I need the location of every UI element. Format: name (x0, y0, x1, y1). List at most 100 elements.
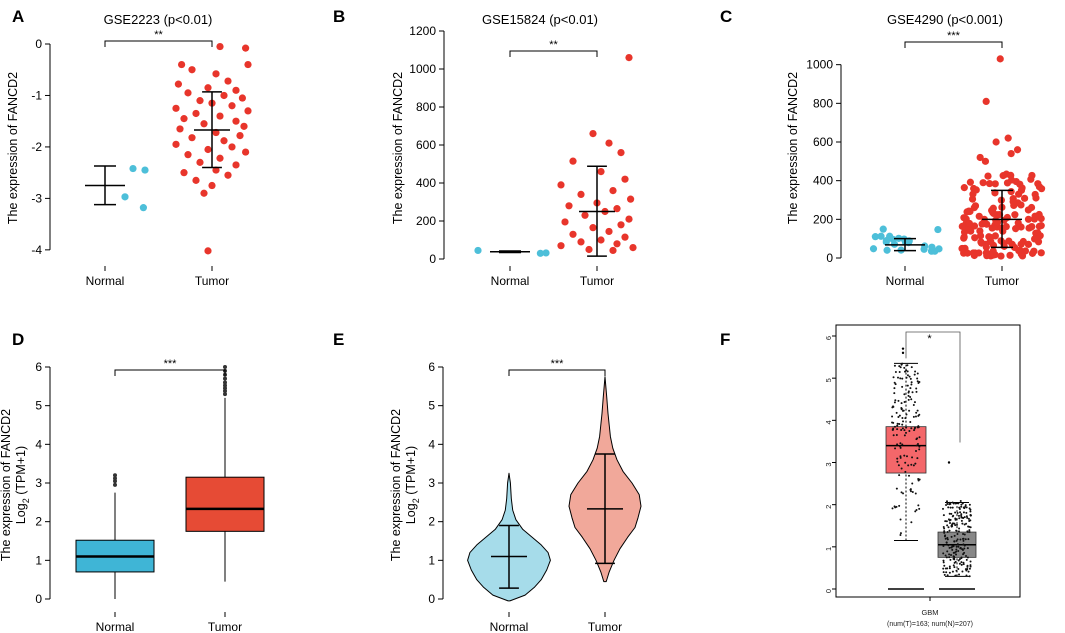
sample-point (955, 545, 958, 548)
panel-title: GSE15824 (p<0.01) (482, 12, 598, 27)
sample-point (901, 427, 904, 430)
y-axis-title: The expression of FANCD2 (0, 409, 13, 561)
sample-point (894, 370, 897, 373)
tumor-point (1015, 246, 1023, 255)
y-axis-subtitle-log: Log (404, 503, 418, 524)
sample-point (898, 445, 901, 448)
sample-point (965, 574, 968, 577)
tumor-point (976, 153, 984, 162)
sample-point (906, 384, 909, 387)
box-tumor (885, 347, 927, 590)
panel-D-significance: *** (114, 358, 226, 376)
sample-point (914, 462, 917, 465)
normal-point (928, 243, 936, 251)
sample-point (900, 406, 903, 409)
sample-point (956, 533, 959, 536)
significance-bracket (905, 331, 961, 443)
tumor-point (992, 138, 1000, 146)
tumor-point (244, 107, 252, 115)
panel-E-y-axis: 0 1 2 3 4 5 6 (428, 360, 444, 606)
sample-point (915, 390, 918, 393)
tumor-point (228, 143, 236, 151)
normal-point (536, 249, 545, 257)
sample-point (965, 515, 968, 518)
sample-point (944, 554, 947, 557)
sample-point (899, 377, 902, 380)
sample-point (965, 511, 968, 514)
normal-point (920, 245, 928, 253)
sample-point (966, 568, 969, 571)
tumor-point (220, 91, 228, 100)
sample-point (948, 503, 951, 506)
tumor-point (204, 145, 212, 154)
y-axis-subtitle-unit: (TPM+1) (404, 446, 418, 498)
tumor-point (613, 240, 621, 248)
sample-point (951, 548, 954, 551)
sample-point (948, 567, 951, 570)
sample-point (897, 464, 900, 467)
sample-point (916, 443, 919, 446)
tumor-point (232, 86, 240, 94)
sample-point (943, 573, 946, 576)
sample-point (945, 556, 948, 559)
significance-stars: *** (551, 358, 565, 370)
normal-point (934, 225, 942, 234)
sample-point (907, 394, 910, 397)
significance-bracket (904, 41, 1003, 48)
sample-point (909, 421, 912, 424)
tumor-point (1030, 247, 1038, 255)
tumor-point (557, 242, 565, 250)
sample-point (951, 522, 954, 525)
sample-point (947, 544, 950, 547)
y-tick-label: 6 (428, 360, 435, 374)
sample-point (962, 563, 965, 566)
sample-point (967, 570, 970, 573)
tumor-point (216, 112, 224, 120)
sample-point (963, 533, 966, 536)
tumor-point (200, 189, 208, 197)
y-tick-label: -4 (31, 243, 42, 257)
sample-point (916, 377, 919, 380)
sample-point (913, 373, 916, 376)
sample-point (918, 436, 921, 439)
tumor-point (1034, 180, 1042, 188)
panel-C-summary-tumor (982, 189, 1022, 249)
panel-F-significance: * (905, 331, 961, 443)
sample-point (946, 567, 949, 570)
sample-point (963, 516, 966, 519)
sample-point (969, 565, 972, 568)
y-tick-label: 200 (813, 212, 833, 226)
tumor-point (238, 94, 246, 102)
sample-point (963, 547, 966, 550)
panel-E-summary-tumor (587, 453, 623, 565)
sample-point (961, 516, 964, 519)
sample-point (952, 555, 955, 558)
tumor-point (565, 202, 573, 210)
y-tick-label: -2 (31, 140, 42, 154)
sample-point (908, 474, 911, 477)
sample-point (945, 500, 948, 503)
sample-point (950, 546, 953, 549)
sample-point (917, 504, 920, 507)
sample-point (946, 524, 949, 527)
sample-point (945, 504, 948, 507)
sample-point (969, 519, 972, 522)
normal-point (129, 164, 137, 173)
y-tick-label: 600 (416, 138, 436, 152)
sample-point (901, 377, 904, 380)
panel-B-y-axis: 0 200 400 600 800 1000 1200 (409, 24, 445, 266)
sample-point (915, 444, 918, 447)
sample-point (891, 507, 894, 510)
tumor-point (577, 190, 585, 198)
tumor-point (963, 249, 972, 257)
sample-point (918, 448, 921, 451)
panel-B: B GSE15824 (p<0.01) (333, 7, 637, 257)
sample-point (955, 550, 958, 553)
sample-point (896, 460, 899, 463)
x-axis-label: GBM (921, 608, 938, 617)
sample-point (945, 501, 948, 504)
x-category-label: Normal (96, 620, 135, 633)
sample-point (942, 571, 945, 574)
tumor-point (1007, 150, 1015, 158)
x-category-label: Tumor (195, 274, 229, 288)
